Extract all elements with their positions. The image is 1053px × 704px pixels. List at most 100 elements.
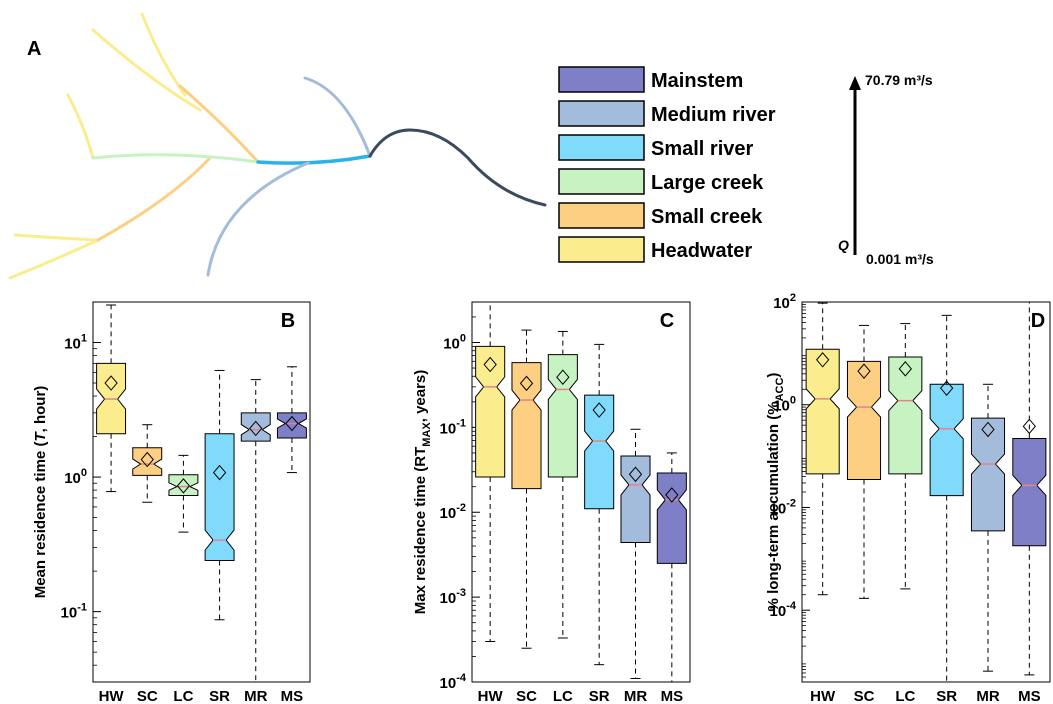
y-tick-label: 102 [773,292,796,312]
mean-marker [665,487,679,503]
box-ms [276,412,307,439]
x-category-label: HW [99,688,125,704]
mean-marker [176,478,191,494]
box-sc [132,447,163,476]
x-category-label: MR [624,688,647,704]
x-category-label: MS [281,688,304,704]
small-creek-branch [96,156,212,242]
headwater-branch [13,233,100,242]
legend-label-small_river: Small river [651,138,754,160]
x-category-label: HW [478,688,504,704]
mean-marker [212,464,227,481]
medium-river-branch [303,76,372,158]
legend-label-small_creek: Small creek [651,206,763,228]
y-axis-title: % long-term accumulation (%ACC) [765,373,786,612]
x-category-label: SC [516,688,537,704]
mean-marker [519,375,534,392]
y-tick-label: 100 [773,395,796,415]
y-tick-label: 101 [64,333,87,353]
x-category-label: MR [976,688,999,704]
headwater-branch [8,238,100,280]
x-category-label: LC [895,688,915,704]
x-category-label: LC [553,688,573,704]
mean-marker [285,415,299,432]
mean-marker [249,420,263,437]
box-ms [656,472,687,564]
panel-c: 10-4 10-3 10-2 10-1 100 Max residence time (R… [412,301,691,704]
x-category-label: SR [589,688,610,704]
mean-marker [816,352,830,368]
x-category-label: SC [137,688,158,704]
legend-label-medium_river: Medium river [651,104,776,126]
y-axis-title: Mean residence time (T, hour) [32,386,49,599]
mean-marker [140,451,154,468]
legend-label-large_creek: Large creek [651,172,764,194]
box-mr [970,417,1006,532]
y-tick-label: 10-4 [440,672,467,692]
mean-marker [940,380,954,396]
box-sc [846,360,882,481]
plot-frame [471,301,691,683]
panel-a: A Mainstem Medium river Small river Large c… [8,12,934,280]
box-lc [168,474,199,496]
box-hw [475,345,506,478]
medium-river-branch [206,161,310,277]
panel-a-label: A [27,38,41,60]
x-category-label: SR [936,688,957,704]
y-tick-label: 100 [443,332,466,352]
box-lc [547,354,578,478]
y-tick-label: 10-2 [440,502,466,522]
legend-label-mainstem: Mainstem [651,70,743,92]
x-category-label: HW [810,688,836,704]
panel-label: C [660,310,674,332]
mean-marker [104,375,118,391]
y-tick-label: 10-2 [770,497,796,517]
legend-swatch-large_creek [558,168,645,195]
legend-swatch-medium_river [558,100,645,127]
panel-b: 10-1 100 101 Mean residence time (T, hour) B… [32,301,311,704]
panel-label: D [1031,310,1045,332]
y-axis-title: Max residence time (RTMAX, years) [412,370,433,615]
y-tick-label: 10-4 [770,600,797,620]
mean-marker [898,361,912,377]
large-creek-segment [91,153,260,164]
mainstem-segment [368,128,547,207]
x-category-label: LC [173,688,193,704]
x-category-label: MS [1018,688,1041,704]
box-lc [888,356,923,475]
x-category-label: MS [661,688,684,704]
box-sc [511,362,542,490]
mean-marker [628,466,643,483]
headwater-branch [66,93,95,160]
q-top-value: 70.79 m³/s [865,72,933,88]
x-category-label: SR [209,688,230,704]
y-tick-label: 10-3 [440,587,466,607]
legend: Mainstem Medium river Small river Large cre… [558,66,776,263]
box-sr [204,433,235,561]
small-creek-branch [178,84,260,164]
mean-marker [857,363,871,379]
discharge-scale: 70.79 m³/s 0.001 m³/s Q [838,72,934,267]
panel-d: 10-4 10-2 100 102 % long-term accumulation (… [765,292,1051,704]
mean-marker [556,369,570,385]
x-category-label: MR [244,688,267,704]
box-sr [584,394,615,510]
headwater-branch [140,12,187,97]
legend-swatch-small_river [558,134,645,161]
y-tick-label: 10-1 [61,602,87,622]
x-category-label: SC [854,688,875,704]
box-ms [1012,438,1047,547]
box-mr [620,455,651,544]
y-tick-label: 10-1 [440,417,466,437]
river-network [8,12,547,280]
mean-marker [483,356,497,373]
legend-swatch-headwater [558,236,645,263]
y-tick-label: 100 [64,467,87,487]
q-symbol: Q [838,237,849,253]
panel-label: B [281,310,295,332]
mean-marker [1022,418,1036,435]
mean-marker [592,402,606,418]
legend-label-headwater: Headwater [651,240,752,262]
legend-swatch-mainstem [558,66,645,93]
